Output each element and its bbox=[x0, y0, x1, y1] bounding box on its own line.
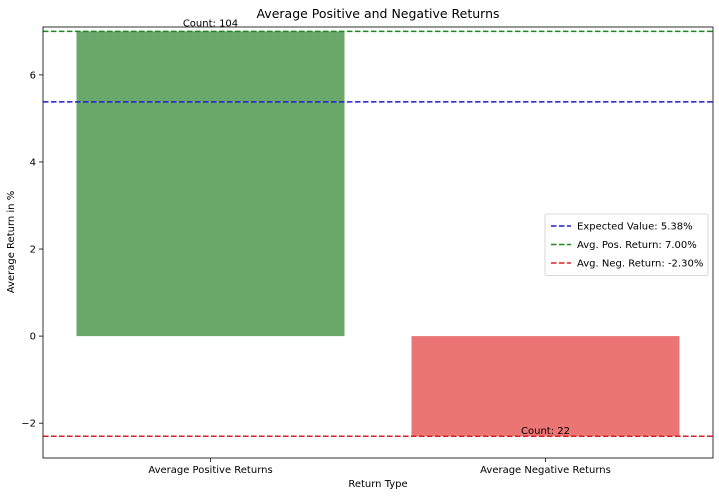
y-tick-label-3: 4 bbox=[30, 157, 36, 168]
y-tick-label-0: −2 bbox=[21, 419, 36, 430]
x-axis-label: Return Type bbox=[348, 479, 407, 490]
y-axis-label: Average Return in % bbox=[6, 191, 17, 293]
x-tick-label-0: Average Positive Returns bbox=[148, 465, 272, 476]
legend-box bbox=[544, 213, 709, 276]
legend: Expected Value: 5.38% Avg. Pos. Return: 7… bbox=[544, 213, 709, 276]
legend-item-1: Avg. Pos. Return: 7.00% bbox=[577, 240, 697, 251]
bar-1 bbox=[411, 336, 680, 437]
plot-area: Count: 104 Count: 22 −2 0 2 4 6 Average Positiv… bbox=[21, 18, 714, 476]
x-tick-label-1: Average Negative Returns bbox=[480, 465, 611, 476]
legend-item-0: Expected Value: 5.38% bbox=[577, 222, 693, 233]
axes-frame bbox=[42, 26, 714, 459]
bar-0 bbox=[76, 31, 345, 337]
chart-title: Average Positive and Negative Returns bbox=[256, 6, 499, 21]
y-tick-label-4: 6 bbox=[30, 70, 36, 81]
y-tick-label-1: 0 bbox=[30, 332, 36, 343]
data-label-0: Count: 104 bbox=[183, 18, 238, 29]
legend-item-2: Avg. Neg. Return: -2.30% bbox=[577, 259, 703, 270]
y-tick-label-2: 2 bbox=[30, 245, 36, 256]
data-label-1: Count: 22 bbox=[521, 426, 570, 437]
